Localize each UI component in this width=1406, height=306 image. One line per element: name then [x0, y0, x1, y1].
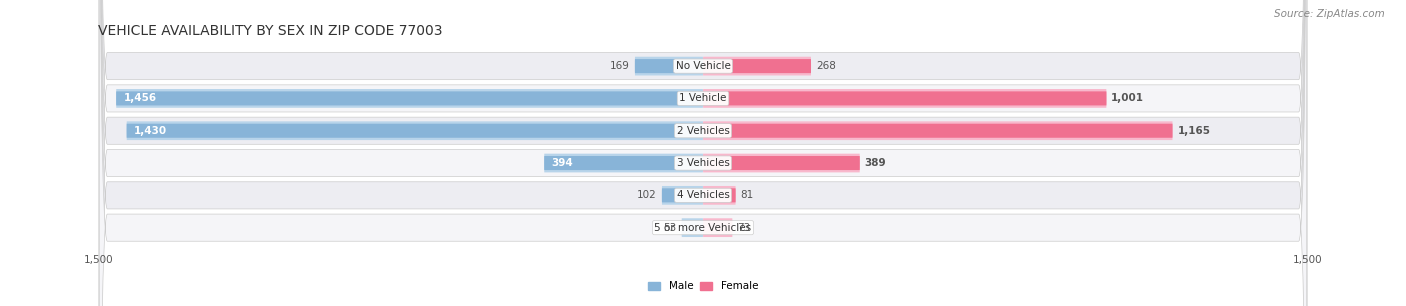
FancyBboxPatch shape: [100, 0, 1306, 306]
Text: 102: 102: [637, 190, 657, 200]
Text: 1 Vehicle: 1 Vehicle: [679, 93, 727, 103]
Text: 1,165: 1,165: [1177, 126, 1211, 136]
FancyBboxPatch shape: [100, 0, 1306, 306]
FancyBboxPatch shape: [117, 89, 703, 108]
FancyBboxPatch shape: [117, 91, 703, 106]
FancyBboxPatch shape: [703, 57, 811, 76]
FancyBboxPatch shape: [703, 186, 735, 205]
Text: 53: 53: [664, 223, 676, 233]
FancyBboxPatch shape: [100, 0, 1306, 306]
Text: 2 Vehicles: 2 Vehicles: [676, 126, 730, 136]
FancyBboxPatch shape: [703, 124, 1173, 138]
FancyBboxPatch shape: [544, 156, 703, 170]
Legend: Male, Female: Male, Female: [648, 282, 758, 292]
Text: 389: 389: [865, 158, 886, 168]
Text: No Vehicle: No Vehicle: [675, 61, 731, 71]
FancyBboxPatch shape: [544, 154, 703, 172]
FancyBboxPatch shape: [100, 0, 1306, 306]
FancyBboxPatch shape: [703, 59, 811, 73]
Text: VEHICLE AVAILABILITY BY SEX IN ZIP CODE 77003: VEHICLE AVAILABILITY BY SEX IN ZIP CODE …: [98, 24, 443, 38]
Text: 4 Vehicles: 4 Vehicles: [676, 190, 730, 200]
FancyBboxPatch shape: [662, 186, 703, 205]
FancyBboxPatch shape: [703, 188, 735, 202]
FancyBboxPatch shape: [703, 218, 733, 237]
FancyBboxPatch shape: [703, 156, 860, 170]
FancyBboxPatch shape: [703, 91, 1107, 106]
Text: Source: ZipAtlas.com: Source: ZipAtlas.com: [1274, 9, 1385, 19]
FancyBboxPatch shape: [703, 154, 860, 172]
Text: 5 or more Vehicles: 5 or more Vehicles: [654, 223, 752, 233]
Text: 1,001: 1,001: [1111, 93, 1144, 103]
FancyBboxPatch shape: [636, 59, 703, 73]
FancyBboxPatch shape: [703, 89, 1107, 108]
Text: 394: 394: [551, 158, 574, 168]
FancyBboxPatch shape: [662, 188, 703, 202]
FancyBboxPatch shape: [682, 221, 703, 235]
FancyBboxPatch shape: [100, 0, 1306, 306]
Text: 169: 169: [610, 61, 630, 71]
FancyBboxPatch shape: [682, 218, 703, 237]
FancyBboxPatch shape: [703, 121, 1173, 140]
FancyBboxPatch shape: [636, 57, 703, 76]
FancyBboxPatch shape: [127, 124, 703, 138]
Text: 268: 268: [815, 61, 835, 71]
Text: 81: 81: [741, 190, 754, 200]
Text: 3 Vehicles: 3 Vehicles: [676, 158, 730, 168]
Text: 1,456: 1,456: [124, 93, 156, 103]
FancyBboxPatch shape: [703, 221, 733, 235]
Text: 73: 73: [737, 223, 751, 233]
FancyBboxPatch shape: [100, 0, 1306, 306]
Text: 1,430: 1,430: [134, 126, 167, 136]
FancyBboxPatch shape: [127, 121, 703, 140]
